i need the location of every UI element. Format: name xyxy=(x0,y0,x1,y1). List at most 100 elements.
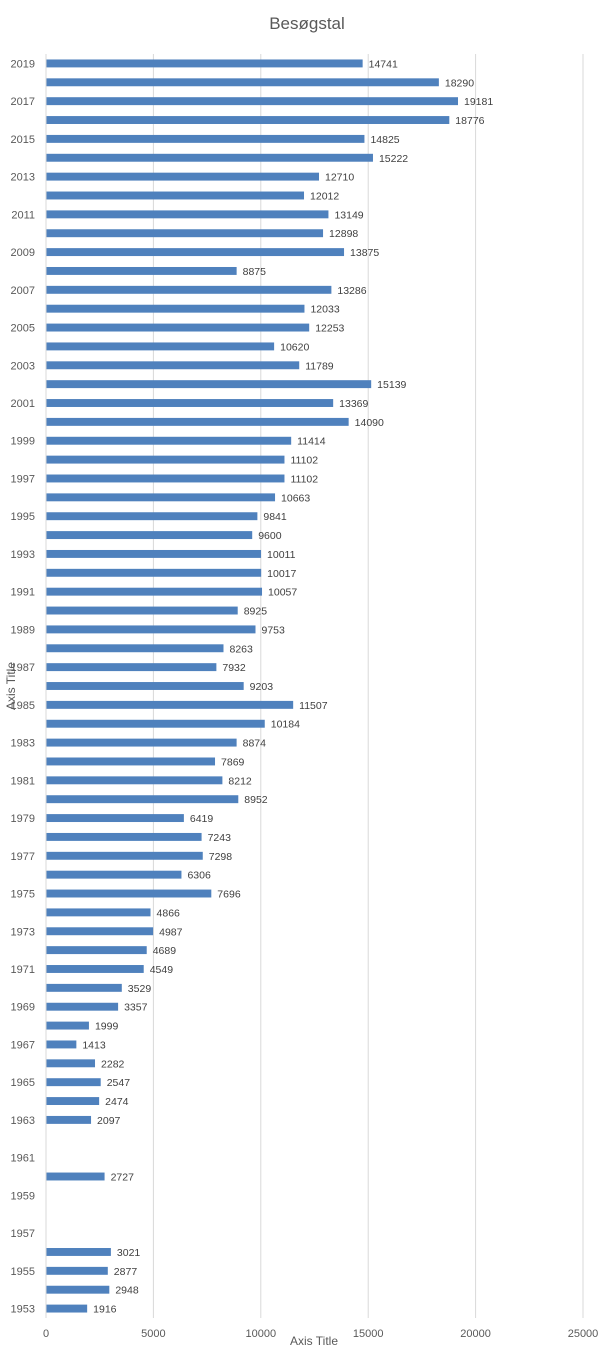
bar xyxy=(46,927,154,936)
data-label: 11414 xyxy=(297,436,326,448)
data-label: 8925 xyxy=(244,606,268,618)
data-label: 1413 xyxy=(82,1039,106,1051)
bar xyxy=(46,304,305,313)
data-label: 2474 xyxy=(105,1096,129,1108)
data-label: 14825 xyxy=(370,134,399,146)
data-label: 8875 xyxy=(243,266,267,278)
bar xyxy=(46,870,182,879)
bar xyxy=(46,417,349,426)
bar xyxy=(46,474,285,483)
bar xyxy=(46,1172,105,1181)
bar xyxy=(46,78,439,87)
data-label: 7696 xyxy=(217,889,241,901)
bar xyxy=(46,757,216,766)
data-label: 12033 xyxy=(310,304,339,316)
data-label: 9600 xyxy=(258,530,282,542)
bar xyxy=(46,1248,111,1256)
data-label: 6306 xyxy=(187,870,211,882)
data-label: 4689 xyxy=(153,945,177,957)
x-tick-label: 25000 xyxy=(568,1328,599,1340)
bar xyxy=(46,1002,119,1011)
data-label: 11789 xyxy=(305,360,334,372)
data-label: 13286 xyxy=(337,285,366,297)
data-label: 14741 xyxy=(369,58,398,70)
data-label: 8874 xyxy=(243,738,267,750)
data-label: 4549 xyxy=(150,964,174,976)
y-tick-label: 1963 xyxy=(11,1115,35,1127)
bar xyxy=(46,512,258,521)
bar xyxy=(46,229,324,238)
y-tick-label: 1969 xyxy=(11,1002,35,1014)
x-tick-label: 0 xyxy=(43,1328,49,1340)
y-tick-label: 1959 xyxy=(11,1190,35,1202)
bar xyxy=(46,1097,100,1106)
bar xyxy=(46,1304,88,1313)
data-label: 6419 xyxy=(190,813,214,825)
data-label: 4987 xyxy=(159,926,183,938)
bar xyxy=(46,606,238,615)
data-label: 13149 xyxy=(334,209,363,221)
bar xyxy=(46,97,459,106)
gridlines xyxy=(152,54,584,1318)
bar xyxy=(46,682,244,690)
y-tick-label: 2003 xyxy=(11,360,35,372)
bar xyxy=(46,134,365,143)
bar xyxy=(46,814,184,823)
bar xyxy=(46,983,122,992)
y-tick-label: 1957 xyxy=(11,1228,35,1240)
data-label: 10057 xyxy=(268,587,297,599)
data-label: 10663 xyxy=(281,492,310,504)
y-tick-label: 1981 xyxy=(11,775,35,787)
bar xyxy=(46,1021,89,1030)
data-label: 2948 xyxy=(115,1285,139,1297)
bar xyxy=(46,116,450,124)
data-label: 11102 xyxy=(290,455,318,467)
y-axis-ticks: 1953 1955 1957 1959 1961 1963 1965 1967 1969 1971… xyxy=(11,58,35,1315)
y-tick-label: 1971 xyxy=(11,964,35,976)
data-label: 12253 xyxy=(315,323,344,335)
bar xyxy=(46,568,262,577)
y-tick-label: 1987 xyxy=(11,662,35,674)
bar xyxy=(46,795,239,804)
data-labels: 1916 2948 2877 3021 2727 2097 2474 2547 2282 1413… xyxy=(82,58,493,1315)
bar xyxy=(46,908,151,917)
data-label: 10011 xyxy=(267,549,296,561)
bar xyxy=(46,342,275,351)
bar xyxy=(46,549,262,558)
y-tick-label: 2005 xyxy=(11,323,35,335)
bar xyxy=(46,210,329,219)
bar xyxy=(46,719,265,728)
y-tick-label: 2017 xyxy=(11,96,35,108)
bar xyxy=(46,436,292,445)
data-label: 9841 xyxy=(263,511,287,523)
y-tick-label: 2009 xyxy=(11,247,35,259)
y-tick-label: 1985 xyxy=(11,700,35,712)
bar xyxy=(46,493,276,502)
y-tick-label: 1991 xyxy=(11,587,35,599)
x-axis-ticks: 0 5000 10000 15000 20000 25000 xyxy=(43,1328,598,1340)
data-label: 7869 xyxy=(221,756,245,768)
y-tick-label: 2001 xyxy=(11,398,35,410)
bar xyxy=(46,663,217,672)
data-label: 15139 xyxy=(377,379,406,391)
y-tick-label: 1995 xyxy=(11,511,35,523)
bar xyxy=(46,1285,110,1294)
x-tick-label: 15000 xyxy=(353,1328,384,1340)
data-label: 2282 xyxy=(101,1058,125,1070)
bar xyxy=(46,889,212,898)
data-label: 12012 xyxy=(310,190,339,202)
bar xyxy=(46,285,332,294)
data-label: 12710 xyxy=(325,172,354,184)
bar xyxy=(46,1040,77,1049)
bar xyxy=(46,965,144,973)
bar xyxy=(46,625,256,634)
data-label: 13369 xyxy=(339,398,368,410)
bars xyxy=(46,59,459,1313)
data-label: 8263 xyxy=(229,643,253,655)
data-label: 9753 xyxy=(261,624,285,636)
data-label: 3357 xyxy=(124,1002,148,1014)
bar xyxy=(46,248,345,257)
data-label: 18290 xyxy=(445,77,474,89)
bar xyxy=(46,191,305,200)
